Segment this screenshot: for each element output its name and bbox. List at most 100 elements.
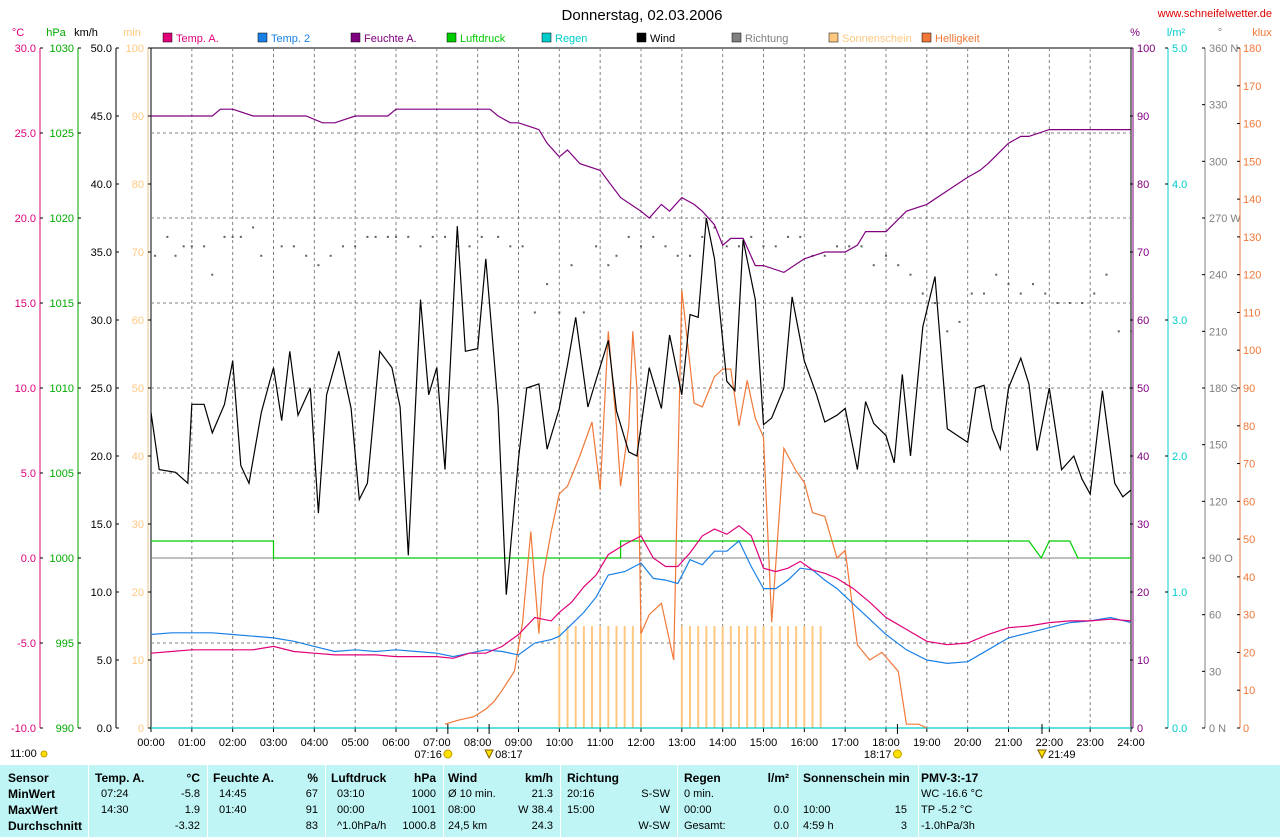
direction-point-22 bbox=[395, 235, 397, 238]
summary-time-2: ^1.0hPa/h bbox=[337, 820, 387, 832]
daily-summary-table: Sensor MinWert MaxWert Durchschnitt Temp. A.… bbox=[0, 765, 1280, 837]
tick-label-light-9: 90 bbox=[1243, 383, 1255, 395]
tick-label-humidity-9: 10 bbox=[1137, 655, 1149, 667]
direction-point-41 bbox=[627, 235, 630, 238]
unit-direction: ° bbox=[1218, 27, 1222, 39]
unit-pressure: hPa bbox=[46, 27, 66, 39]
tick-label-humidity-3: 70 bbox=[1137, 247, 1149, 259]
summary-separator bbox=[443, 765, 444, 837]
x-tick-label-6: 06:00 bbox=[382, 737, 410, 749]
weather-chart: Donnerstag, 02.03.2006 www.schneifelwett… bbox=[10, 7, 1272, 761]
summary-value-2: 1001 bbox=[411, 804, 436, 816]
tick-label-humidity-4: 60 bbox=[1137, 315, 1149, 327]
x-tick-label-14: 14:00 bbox=[709, 737, 737, 749]
tick-label-rain-0: 5.0 bbox=[1172, 43, 1187, 55]
summary-value-0: -3.32 bbox=[174, 820, 200, 832]
chart-series bbox=[150, 108, 1132, 729]
tick-label-wind-3: 35.0 bbox=[91, 247, 112, 259]
unit-sun: min bbox=[123, 27, 141, 39]
summary-value-4: W bbox=[659, 804, 670, 816]
x-tick-label-17: 17:00 bbox=[831, 737, 859, 749]
tick-label-temp-2: 20.0 bbox=[15, 213, 36, 225]
x-tick-label-13: 13:00 bbox=[668, 737, 696, 749]
summary-value-1: 83 bbox=[305, 820, 318, 832]
tick-label-humidity-5: 50 bbox=[1137, 383, 1149, 395]
direction-point-20 bbox=[374, 235, 377, 238]
x-tick-label-4: 04:00 bbox=[301, 737, 329, 749]
x-tick-label-23: 23:00 bbox=[1076, 737, 1104, 749]
summary-value-0: -5.8 bbox=[181, 788, 200, 800]
tick-label-light-2: 160 bbox=[1243, 119, 1261, 131]
legend-swatch-2 bbox=[350, 32, 361, 43]
direction-point-80 bbox=[1105, 273, 1108, 276]
tick-label-sun-7: 30 bbox=[132, 519, 144, 531]
direction-point-50 bbox=[738, 245, 740, 248]
summary-time-5: 0 min. bbox=[684, 788, 714, 800]
sun-icon-0 bbox=[443, 749, 453, 759]
direction-point-25 bbox=[431, 235, 434, 238]
direction-point-29 bbox=[480, 235, 483, 238]
tick-label-humidity-1: 90 bbox=[1137, 111, 1149, 123]
summary-time-6: 4:59 h bbox=[803, 820, 834, 832]
summary-row-label: MaxWert bbox=[8, 803, 58, 817]
summary-row-label: Durchschnitt bbox=[8, 819, 83, 833]
summary-value-1: 91 bbox=[305, 804, 318, 816]
direction-point-0 bbox=[154, 254, 157, 257]
direction-point-11 bbox=[260, 254, 263, 257]
summary-separator bbox=[88, 765, 89, 837]
legend-label-8: Helligkeit bbox=[935, 33, 980, 45]
summary-pmv-value: WC -16.6 °C bbox=[921, 788, 983, 800]
tick-label-rain-3: 2.0 bbox=[1172, 451, 1187, 463]
direction-point-27 bbox=[456, 245, 459, 248]
summary-time-5: Gesamt: bbox=[684, 820, 726, 832]
chart-title: Donnerstag, 02.03.2006 bbox=[562, 7, 723, 24]
direction-point-79 bbox=[1093, 292, 1096, 295]
tick-label-light-8: 100 bbox=[1243, 345, 1261, 357]
legend-swatch-1 bbox=[257, 32, 268, 43]
bottom-sun-icon bbox=[40, 750, 48, 758]
direction-point-54 bbox=[787, 235, 789, 238]
x-tick-label-21: 21:00 bbox=[995, 737, 1023, 749]
summary-separator bbox=[560, 765, 561, 837]
tick-label-light-1: 170 bbox=[1243, 81, 1261, 93]
x-tick-label-3: 03:00 bbox=[260, 737, 288, 749]
summary-separator bbox=[797, 765, 798, 837]
series-luftdruck bbox=[151, 540, 1131, 560]
chart-legend: Temp. A. Temp. 2 Feuchte A. Luftdruck Regen W… bbox=[162, 32, 980, 45]
tick-label-temp-1: 25.0 bbox=[15, 128, 36, 140]
tick-label-light-5: 130 bbox=[1243, 232, 1261, 244]
tick-label-wind-0: 50.0 bbox=[91, 43, 112, 55]
direction-point-71 bbox=[995, 273, 998, 276]
tick-label-light-4: 140 bbox=[1243, 194, 1261, 206]
tick-label-direction-4: 240 bbox=[1209, 270, 1227, 282]
unit-rain: l/m² bbox=[1167, 27, 1186, 39]
summary-row-label: MinWert bbox=[8, 787, 56, 801]
direction-point-69 bbox=[970, 292, 973, 295]
tick-label-humidity-10: 0 bbox=[1137, 723, 1143, 735]
summary-time-4: 20:16 bbox=[567, 788, 595, 800]
unit-wind: km/h bbox=[74, 27, 98, 39]
direction-point-68 bbox=[958, 320, 961, 323]
tick-label-direction-6: 180 S bbox=[1209, 383, 1238, 395]
direction-point-53 bbox=[774, 245, 777, 248]
series-feuchte-a- bbox=[151, 108, 1131, 274]
x-tick-label-0: 00:00 bbox=[137, 737, 165, 749]
tick-label-pressure-3: 1015 bbox=[50, 298, 74, 310]
direction-point-58 bbox=[836, 245, 838, 248]
legend-label-4: Regen bbox=[555, 33, 587, 45]
legend-label-2: Feuchte A. bbox=[364, 33, 417, 45]
legend-swatch-0 bbox=[162, 32, 173, 43]
x-tick-label-16: 16:00 bbox=[791, 737, 819, 749]
tick-label-light-13: 50 bbox=[1243, 534, 1255, 546]
direction-point-14 bbox=[305, 254, 308, 257]
x-tick-label-19: 19:00 bbox=[913, 737, 941, 749]
direction-point-26 bbox=[444, 235, 446, 238]
summary-value-6: 15 bbox=[894, 804, 907, 816]
direction-point-13 bbox=[292, 245, 295, 248]
direction-point-60 bbox=[860, 245, 863, 248]
direction-point-76 bbox=[1056, 302, 1059, 304]
tick-label-rain-2: 3.0 bbox=[1172, 315, 1187, 327]
direction-point-43 bbox=[652, 235, 655, 238]
tick-label-pressure-7: 995 bbox=[56, 638, 74, 650]
tick-label-light-12: 60 bbox=[1243, 496, 1255, 508]
